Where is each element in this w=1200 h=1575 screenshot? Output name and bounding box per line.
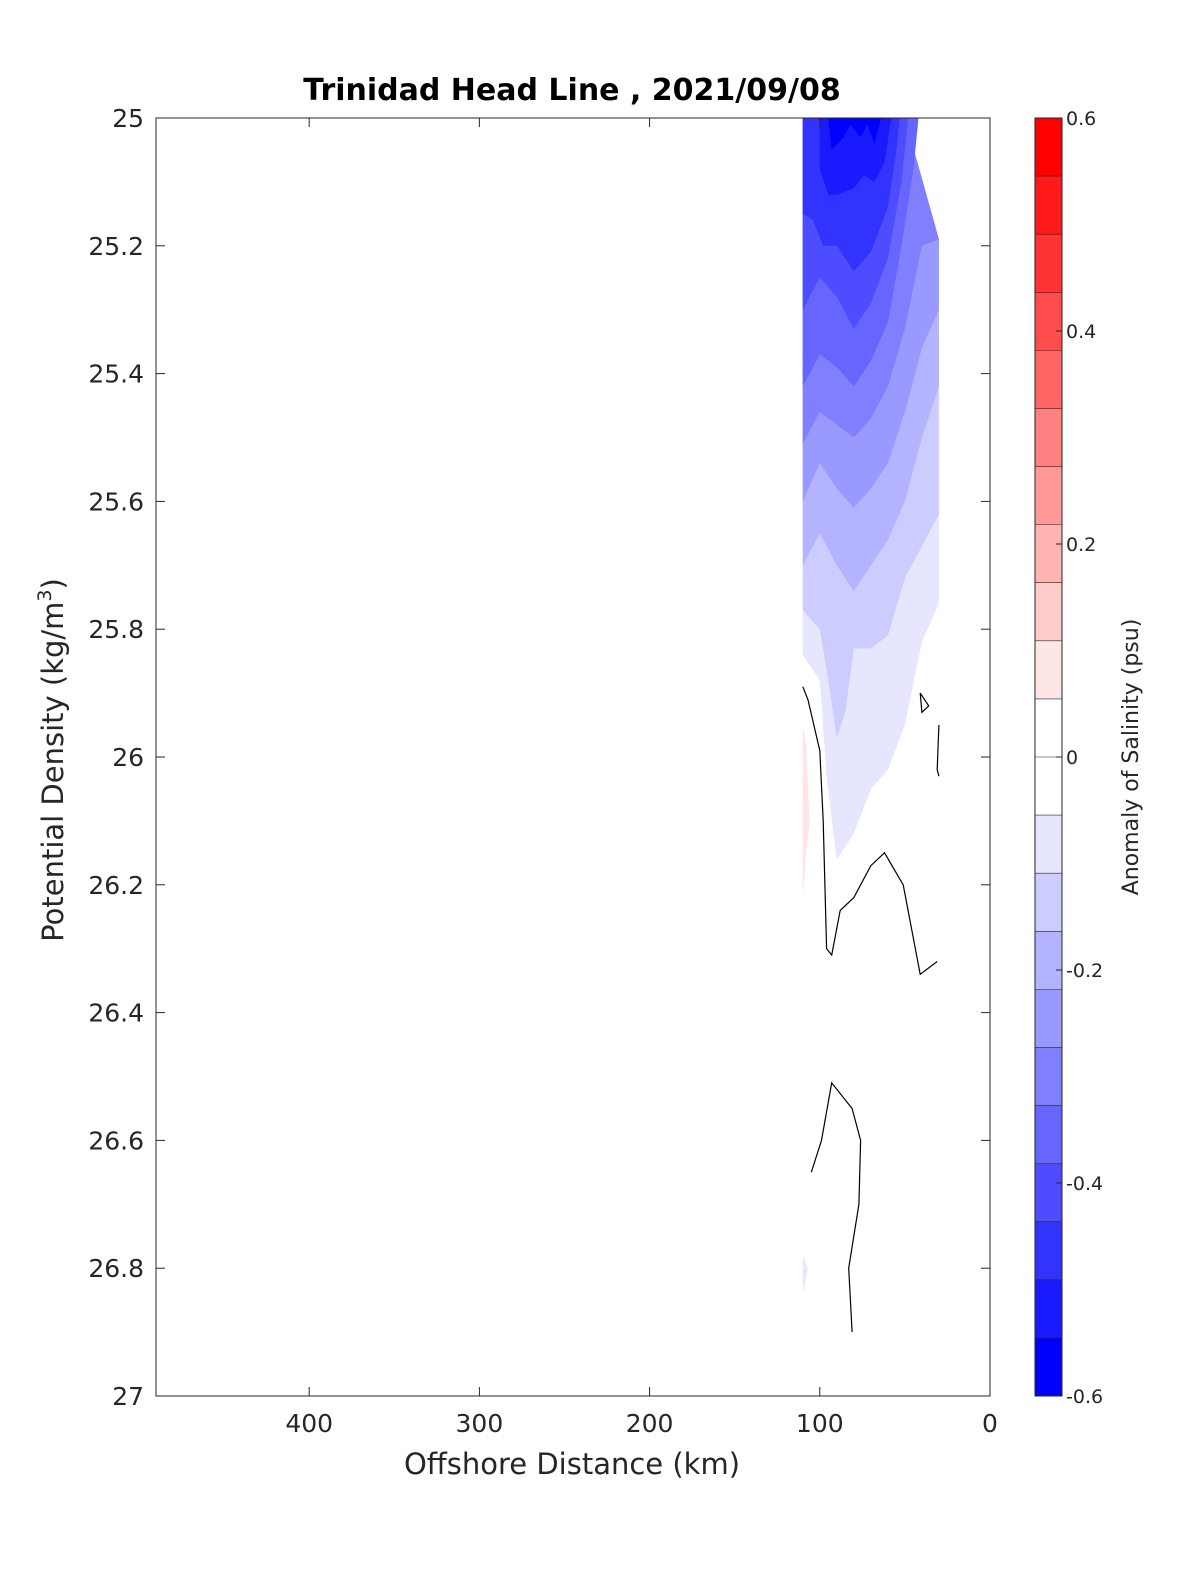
contour-band-10	[802, 725, 810, 898]
contour-band-9	[828, 118, 882, 150]
chart-title: Trinidad Head Line , 2021/09/08	[303, 73, 840, 108]
colorbar-cell	[1035, 234, 1062, 293]
colorbar-cell	[1035, 350, 1062, 409]
x-axis-title: Offshore Distance (km)	[404, 1447, 740, 1481]
zero-contour-line-0	[802, 686, 938, 976]
colorbar-tick-label: -0.4	[1066, 1173, 1103, 1195]
colorbar-cell	[1035, 1105, 1062, 1165]
zero-contour-line-2	[936, 724, 940, 777]
colorbar-cell	[1035, 1337, 1062, 1397]
colorbar-cell	[1035, 989, 1062, 1048]
y-tick-label: 26.6	[88, 1126, 144, 1155]
colorbar-tick-label: 0	[1066, 747, 1078, 769]
colorbar-ticks: 0.6 0.4 0.2 0 -0.2 -0.4 -0.6	[1056, 108, 1103, 1408]
x-tick-label: 0	[982, 1409, 998, 1438]
colorbar-cell	[1035, 815, 1062, 874]
y-tick-label: 25.4	[88, 360, 144, 389]
colorbar-cell	[1035, 698, 1062, 758]
colorbar-tick-label: -0.2	[1066, 960, 1103, 982]
colorbar-cell	[1035, 118, 1062, 177]
colorbar-cell	[1035, 292, 1062, 351]
colorbar-cell	[1035, 873, 1062, 932]
colorbar-tick-label: 0.6	[1066, 108, 1096, 130]
colorbar-cell	[1035, 1047, 1062, 1107]
y-tick-label: 26.8	[88, 1254, 144, 1283]
x-tick-label: 300	[456, 1409, 504, 1438]
y-tick-label: 25.8	[88, 615, 144, 644]
colorbar-title: Anomaly of Salinity (psu)	[1119, 619, 1144, 896]
colorbar-tick-label: -0.6	[1066, 1386, 1103, 1408]
zero-anomaly-contours	[802, 686, 940, 1333]
zero-contour-line-1	[919, 692, 930, 714]
x-tick-label: 200	[626, 1409, 674, 1438]
y-tick-label: 26.4	[88, 999, 144, 1028]
colorbar-tick-label: 0.4	[1066, 321, 1096, 343]
zero-contour-line-3	[810, 1081, 862, 1333]
colorbar-cell	[1035, 408, 1062, 468]
y-axis: 25 25.2 25.4 25.6 25.8 26 26.2 26.4 26.6 26.8 27	[88, 104, 990, 1411]
y-tick-label: 27	[112, 1382, 144, 1411]
y-tick-label: 25	[112, 104, 144, 133]
y-axis-title-main: Potential Density (kg/m	[36, 602, 70, 942]
x-tick-label: 400	[285, 1409, 333, 1438]
colorbar-cell	[1035, 466, 1062, 526]
colorbar-cell	[1035, 640, 1062, 700]
colorbar-cell	[1035, 524, 1062, 584]
plot-area	[155, 117, 991, 1397]
y-tick-label: 25.2	[88, 232, 144, 261]
colorbar-cell	[1035, 1221, 1062, 1281]
colorbar-tick-label: 0.2	[1066, 534, 1096, 556]
x-axis: 400 300 200 100 0	[285, 118, 998, 1438]
y-axis-title: Potential Density (kg/m3)	[34, 578, 70, 942]
colorbar-cell	[1035, 931, 1062, 990]
colorbar: 0.6 0.4 0.2 0 -0.2 -0.4 -0.6 Anomaly of Salini…	[1034, 108, 1144, 1408]
y-tick-label: 26	[112, 743, 144, 772]
colorbar-cells	[1035, 118, 1062, 1397]
contour-band-11	[802, 1255, 808, 1294]
y-axis-title-close: )	[36, 578, 70, 589]
anomaly-contour-fills	[802, 118, 939, 1294]
y-axis-title-superscript: 3	[34, 589, 56, 601]
colorbar-cell	[1035, 582, 1062, 642]
colorbar-cell	[1035, 757, 1062, 816]
colorbar-cell	[1035, 1279, 1062, 1339]
y-tick-label: 26.2	[88, 871, 144, 900]
colorbar-frame	[1034, 117, 1063, 1397]
colorbar-cell	[1035, 1163, 1062, 1223]
colorbar-cell	[1035, 176, 1062, 235]
y-tick-label: 25.6	[88, 487, 144, 516]
x-tick-label: 100	[796, 1409, 844, 1438]
